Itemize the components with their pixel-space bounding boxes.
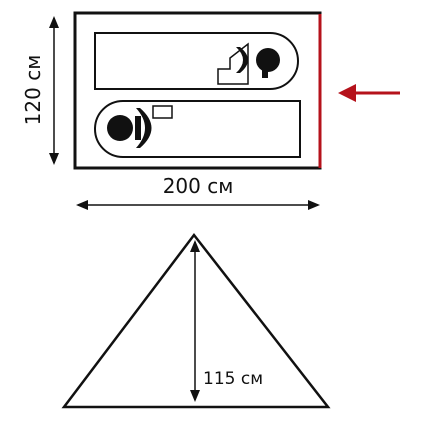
floor-plan [73, 11, 322, 170]
height-label: 115 см [203, 369, 263, 389]
sleeping-bag-upper [94, 32, 299, 90]
depth-dimension: 120 см [21, 15, 59, 165]
depth-label: 120 см [21, 55, 45, 126]
bag-flap [217, 42, 249, 85]
person-head [256, 48, 280, 72]
tent-profile: 115 см [61, 232, 331, 409]
bag-flap [152, 105, 173, 119]
width-dimension: 200 см [76, 174, 320, 210]
person-head [107, 115, 133, 141]
entrance-arrow [338, 84, 400, 102]
tent-outline [61, 232, 331, 409]
person-shoulders [136, 108, 152, 148]
sleeping-bag-lower [94, 100, 301, 158]
width-label: 200 см [163, 174, 234, 198]
person-shoulders [236, 47, 248, 73]
